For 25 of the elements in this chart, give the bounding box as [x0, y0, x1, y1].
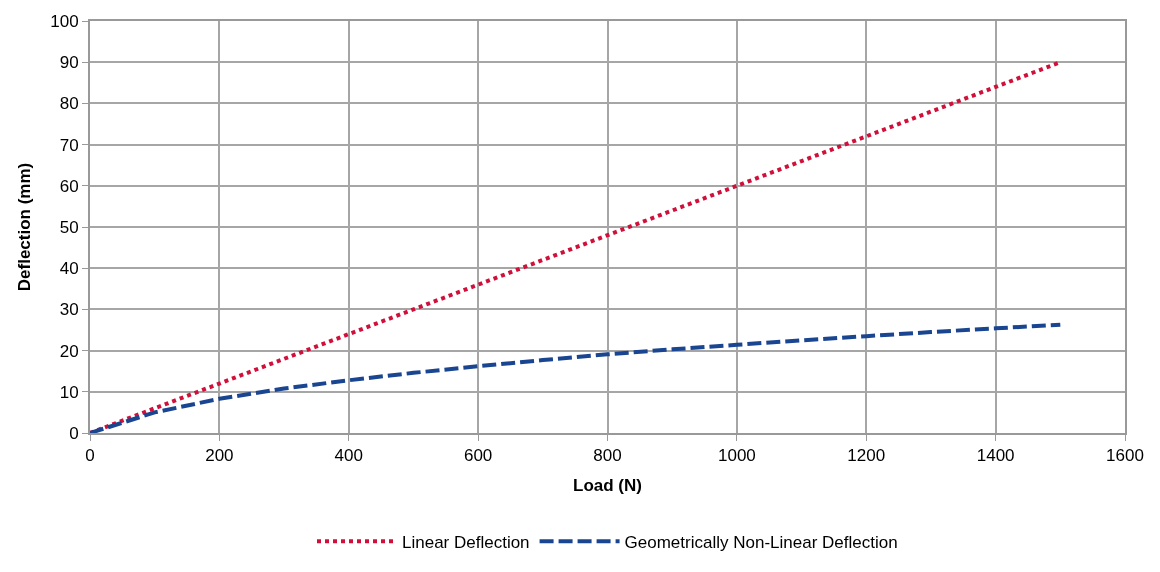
y-tick-label: 10: [59, 382, 79, 402]
x-axis-title: Load (N): [573, 476, 642, 496]
y-tick-label: 0: [69, 423, 79, 443]
y-tick-label: 70: [59, 135, 79, 155]
x-tick-label: 1600: [1106, 446, 1144, 466]
line-series: [90, 322, 1063, 433]
y-tick-label: 80: [59, 94, 79, 114]
y-axis-title: Deflection (mm): [15, 162, 35, 292]
x-tick-label: 0: [85, 446, 95, 466]
x-tick-label: 600: [463, 446, 493, 466]
x-tick-label: 1000: [717, 446, 756, 466]
x-tick-label: 400: [334, 446, 363, 466]
y-tick-label: 100: [50, 11, 79, 31]
y-tick-label: 90: [59, 53, 79, 73]
y-tick-label: 60: [59, 176, 79, 196]
y-tick-label: 40: [59, 259, 79, 279]
legend-label: Geometrically Non-Linear Deflection: [624, 532, 898, 552]
y-tick-label: 30: [59, 300, 79, 320]
x-tick-label: 200: [205, 446, 234, 466]
x-tick-label: 1200: [847, 446, 886, 466]
y-tick-label: 20: [59, 341, 79, 361]
legend-label: Linear Deflection: [402, 532, 530, 552]
y-tick-label: 50: [59, 217, 79, 237]
x-tick-label: 800: [593, 446, 622, 466]
x-tick-label: 1400: [976, 446, 1015, 466]
